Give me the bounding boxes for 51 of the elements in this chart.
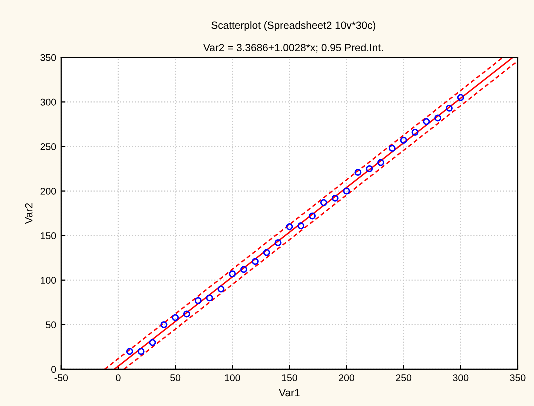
point: [138, 348, 145, 356]
x-tick-label: 50: [170, 374, 181, 382]
point: [298, 222, 305, 230]
y-tick-label: 100: [41, 277, 56, 284]
x-tick-label: 250: [396, 374, 412, 382]
point: [446, 104, 453, 112]
point: [252, 258, 259, 266]
point: [366, 166, 374, 172]
y-tick-label: 150: [41, 232, 56, 240]
point: [206, 294, 214, 302]
chart-subtitle: Var2 = 3.3686+1.0028*x; 0.95 Pred.Int.: [204, 44, 384, 53]
x-tick-label: 0: [116, 374, 121, 382]
point: [412, 129, 419, 136]
point: [194, 297, 202, 304]
point: [343, 188, 350, 195]
point: [240, 266, 248, 274]
point: [309, 212, 316, 220]
y-tick-label: 250: [40, 143, 56, 150]
point: [149, 339, 156, 346]
point: [434, 114, 442, 122]
point: [378, 159, 384, 166]
x-tick-label: 150: [282, 374, 298, 382]
point: [332, 194, 339, 202]
x-tick-label: 350: [510, 374, 526, 382]
point: [320, 199, 328, 206]
point: [218, 286, 225, 293]
point: [400, 137, 408, 144]
y-tick-label: 350: [40, 54, 56, 62]
x-tick-label: 300: [453, 374, 469, 382]
point: [274, 239, 282, 246]
x-tick-label: 100: [225, 374, 240, 382]
y-tick-label: 50: [46, 322, 56, 329]
chart-title: Scatterplot (Spreadsheet2 10v*30c): [212, 22, 376, 32]
x-tick-label: -50: [54, 374, 68, 382]
point: [286, 223, 294, 230]
point: [354, 169, 362, 176]
y-tick-label: 200: [40, 188, 56, 195]
point: [229, 270, 236, 278]
point: [126, 348, 134, 356]
x-tick-label: 200: [339, 374, 354, 382]
point: [423, 118, 430, 126]
x-axis-title: Var1: [279, 389, 300, 397]
point: [457, 94, 464, 102]
y-tick-label: 0: [52, 366, 56, 374]
y-tick-label: 300: [40, 98, 56, 106]
point: [263, 249, 270, 256]
point: [183, 310, 190, 318]
y-axis-title: Var2: [25, 203, 33, 224]
point: [388, 145, 396, 152]
point: [160, 321, 168, 328]
point: [172, 314, 180, 322]
